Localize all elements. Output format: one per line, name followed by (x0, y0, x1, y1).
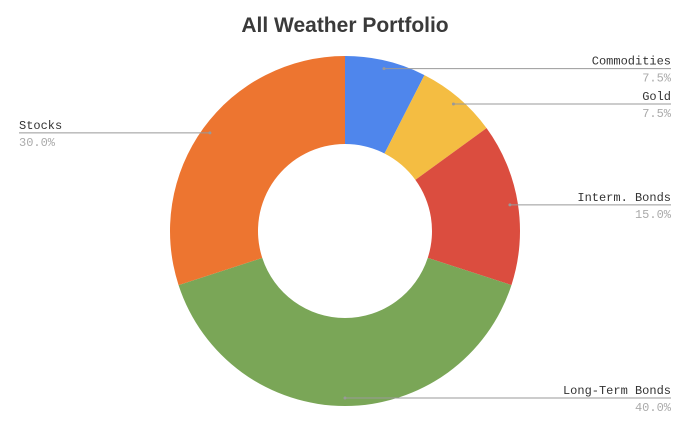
slice-label-interm-bonds: Interm. Bonds (577, 191, 671, 205)
chart-title: All Weather Portfolio (241, 14, 449, 37)
slice-commodities[interactable] (345, 56, 425, 154)
leader-dot-gold (451, 102, 455, 106)
slice-interm-bonds[interactable] (415, 128, 520, 286)
slice-label-gold: Gold (642, 90, 671, 104)
leader-dot-stocks (208, 131, 212, 135)
slice-value-long-term-bonds: 40.0% (635, 401, 672, 415)
slice-label-stocks: Stocks (19, 119, 62, 133)
slice-value-stocks: 30.0% (19, 136, 56, 150)
slice-long-term-bonds[interactable] (178, 257, 512, 406)
slice-label-commodities: Commodities (592, 55, 671, 69)
slice-label-long-term-bonds: Long-Term Bonds (563, 384, 671, 398)
slice-value-gold: 7.5% (642, 107, 672, 121)
leader-dot-commodities (382, 67, 386, 71)
leader-dot-interm-bonds (508, 203, 512, 207)
leader-dot-long-term-bonds (343, 396, 347, 400)
slice-value-commodities: 7.5% (642, 72, 672, 86)
slice-stocks[interactable] (169, 56, 345, 286)
slice-value-interm-bonds: 15.0% (635, 208, 672, 222)
slice-gold[interactable] (384, 75, 487, 180)
